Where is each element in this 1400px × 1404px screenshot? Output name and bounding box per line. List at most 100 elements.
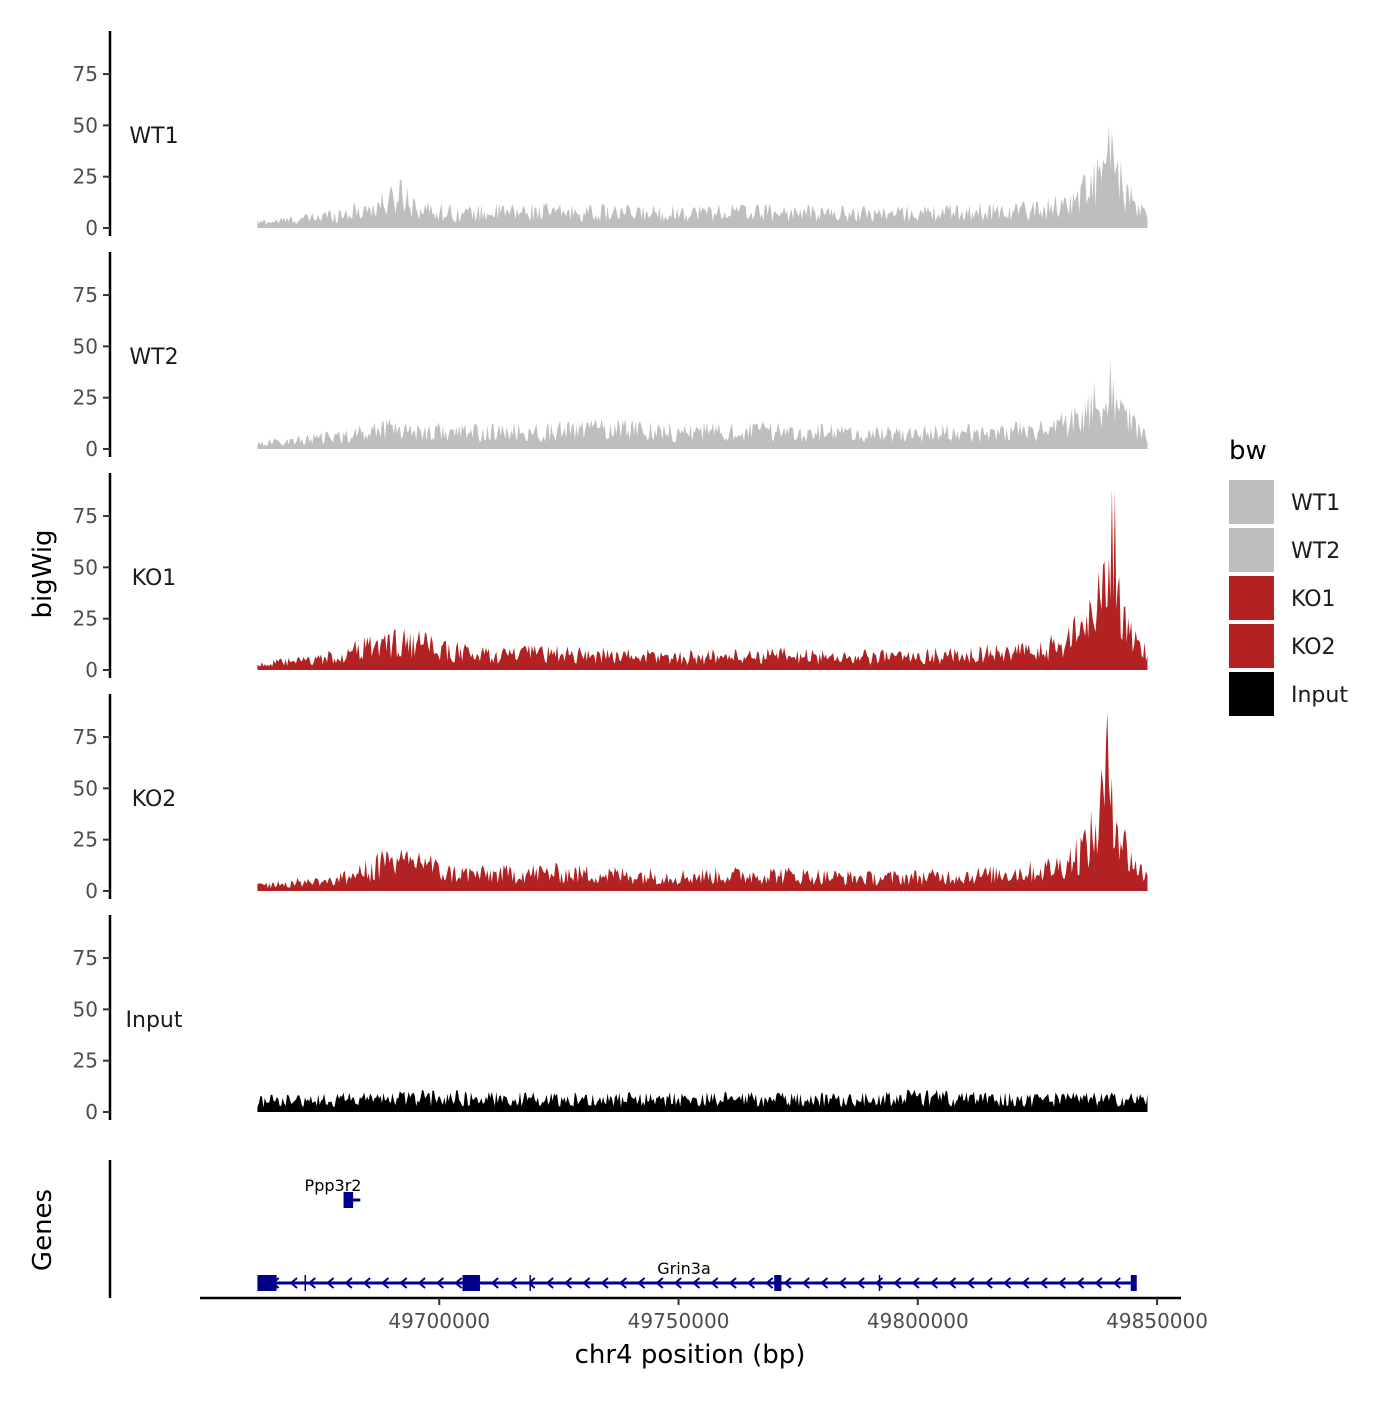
strand-arrow — [582, 1277, 591, 1289]
track-ko2: 0 25 50 75 KO2 — [73, 694, 1148, 903]
y-tick-label: 75 — [73, 946, 98, 970]
x-tick-label: 49850000 — [1106, 1309, 1208, 1333]
strand-arrow — [307, 1277, 316, 1289]
strand-arrow — [838, 1277, 847, 1289]
strand-arrow — [1002, 1277, 1012, 1289]
legend-key-ko1 — [1229, 576, 1274, 620]
legend-key-wt2 — [1229, 528, 1274, 572]
strand-arrow — [1039, 1277, 1048, 1289]
strand-arrow — [856, 1277, 865, 1289]
strand-arrow — [728, 1277, 737, 1289]
track-label-input: Input — [126, 1008, 183, 1033]
strand-arrow — [417, 1277, 426, 1289]
strand-arrow — [380, 1277, 390, 1289]
gene-exon — [774, 1275, 782, 1291]
strand-arrow — [1057, 1277, 1067, 1289]
gene-grin3a: Grin3a — [257, 1259, 1137, 1291]
strand-arrow — [618, 1277, 627, 1289]
y-tick-label: 0 — [85, 1100, 98, 1124]
strand-arrow — [929, 1277, 938, 1289]
strand-arrow — [819, 1277, 829, 1289]
gene-ppp3r2: Ppp3r2 — [305, 1176, 362, 1208]
track-label-ko2: KO2 — [132, 787, 177, 812]
strand-arrow — [1021, 1277, 1030, 1289]
y-tick-label: 75 — [73, 725, 98, 749]
legend-key-wt1 — [1229, 480, 1274, 524]
y-tick-label: 0 — [85, 437, 98, 461]
strand-arrow — [508, 1277, 518, 1289]
strand-arrow — [600, 1277, 609, 1289]
genes-layer: Grin3a Ppp3r2 — [108, 1160, 1137, 1298]
strand-arrow — [399, 1277, 408, 1289]
track-label-wt2: WT2 — [129, 345, 178, 370]
y-tick-label: 0 — [85, 879, 98, 903]
track-wt1: 0 25 50 75 WT1 — [73, 31, 1148, 240]
y-tick-label: 0 — [85, 658, 98, 682]
strand-arrow — [746, 1277, 756, 1289]
gene-exon — [463, 1275, 480, 1291]
tracks-layer: 0 25 50 75 WT1 0 25 50 75 WT2 0 25 50 75 KO1 0 25 50 75 KO2… — [73, 31, 1148, 1124]
legend-label-ko1: KO1 — [1291, 587, 1336, 612]
strand-arrow — [765, 1277, 774, 1289]
track-label-wt1: WT1 — [129, 124, 178, 149]
x-tick-label: 49800000 — [867, 1309, 969, 1333]
legend-label-ko2: KO2 — [1291, 635, 1336, 660]
genes-axis-title: Genes — [28, 1189, 58, 1271]
strand-arrow — [563, 1277, 573, 1289]
gene-label-grin3a: Grin3a — [657, 1259, 711, 1278]
track-label-ko1: KO1 — [132, 566, 177, 591]
y-tick-label: 25 — [73, 386, 98, 410]
gene-exon — [343, 1192, 354, 1208]
track-wt2: 0 25 50 75 WT2 — [73, 252, 1148, 461]
strand-arrow — [911, 1277, 920, 1289]
y-tick-label: 50 — [73, 113, 98, 137]
legend-label-wt1: WT1 — [1291, 491, 1340, 516]
y-tick-label: 50 — [73, 997, 98, 1021]
legend-title: bw — [1229, 436, 1267, 466]
coverage-area — [257, 711, 1148, 891]
strand-arrow — [545, 1277, 554, 1289]
strand-arrow — [454, 1277, 463, 1289]
x-tick-label: 49750000 — [628, 1309, 730, 1333]
gene-exon — [1130, 1275, 1137, 1291]
strand-arrow — [637, 1277, 646, 1289]
gene-exon — [257, 1275, 277, 1291]
strand-arrow — [362, 1277, 371, 1289]
y-tick-label: 25 — [73, 607, 98, 631]
strand-arrow — [1112, 1277, 1121, 1289]
strand-arrow — [655, 1277, 664, 1289]
legend-key-input — [1229, 672, 1274, 716]
y-axis-title: bigWig — [28, 529, 58, 618]
y-tick-label: 50 — [73, 334, 98, 358]
legend-label-wt2: WT2 — [1291, 539, 1340, 564]
y-tick-label: 0 — [85, 216, 98, 240]
strand-arrow — [1076, 1277, 1085, 1289]
y-tick-label: 50 — [73, 776, 98, 800]
strand-arrow — [673, 1277, 682, 1289]
strand-arrow — [966, 1277, 975, 1289]
strand-arrow — [874, 1277, 884, 1289]
coverage-area — [257, 125, 1148, 228]
y-tick-label: 50 — [73, 555, 98, 579]
strand-arrow — [1094, 1277, 1103, 1289]
gene-label-ppp3r2: Ppp3r2 — [305, 1176, 362, 1195]
coverage-area — [257, 359, 1148, 449]
coverage-area — [257, 1089, 1148, 1112]
strand-arrow — [344, 1277, 353, 1289]
y-tick-label: 75 — [73, 504, 98, 528]
strand-arrow — [527, 1277, 536, 1289]
strand-arrow — [948, 1277, 957, 1289]
strand-arrow — [490, 1277, 499, 1289]
strand-arrow — [326, 1277, 335, 1289]
strand-arrow — [710, 1277, 719, 1289]
x-axis: 49700000 49750000 49800000 49850000 — [200, 1296, 1208, 1333]
y-tick-label: 75 — [73, 62, 98, 86]
x-axis-title: chr4 position (bp) — [575, 1340, 806, 1370]
y-tick-label: 25 — [73, 828, 98, 852]
strand-arrow — [691, 1277, 701, 1289]
y-tick-label: 25 — [73, 1049, 98, 1073]
y-tick-label: 75 — [73, 283, 98, 307]
legend-label-input: Input — [1291, 683, 1348, 708]
